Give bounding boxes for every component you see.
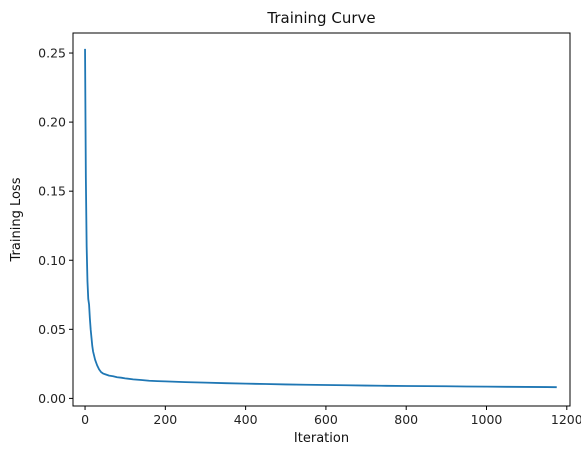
x-tick-label: 600 (314, 412, 338, 427)
y-tick-label: 0.15 (38, 184, 66, 199)
y-tick-label: 0.20 (38, 115, 66, 130)
x-tick-label: 0 (81, 412, 89, 427)
plot-area (84, 48, 557, 389)
y-tick-label: 0.05 (38, 322, 66, 337)
y-tick-label: 0.10 (38, 253, 66, 268)
x-axis-label: Iteration (294, 431, 349, 446)
training-loss-line (84, 48, 557, 389)
x-tick-label: 1200 (551, 412, 581, 427)
x-tick-label: 1000 (471, 412, 503, 427)
plot-frame (72, 32, 571, 407)
x-axis: 0 200 400 600 800 1000 1200 (81, 406, 581, 427)
y-axis-label: Training Loss (9, 177, 24, 262)
y-axis: 0.00 0.05 0.10 0.15 0.20 0.25 (38, 46, 73, 406)
x-tick-label: 200 (153, 412, 177, 427)
chart-title: Training Curve (266, 9, 375, 27)
y-tick-label: 0.25 (38, 46, 66, 61)
y-tick-label: 0.00 (38, 391, 66, 406)
x-tick-label: 800 (394, 412, 418, 427)
x-tick-label: 400 (234, 412, 258, 427)
